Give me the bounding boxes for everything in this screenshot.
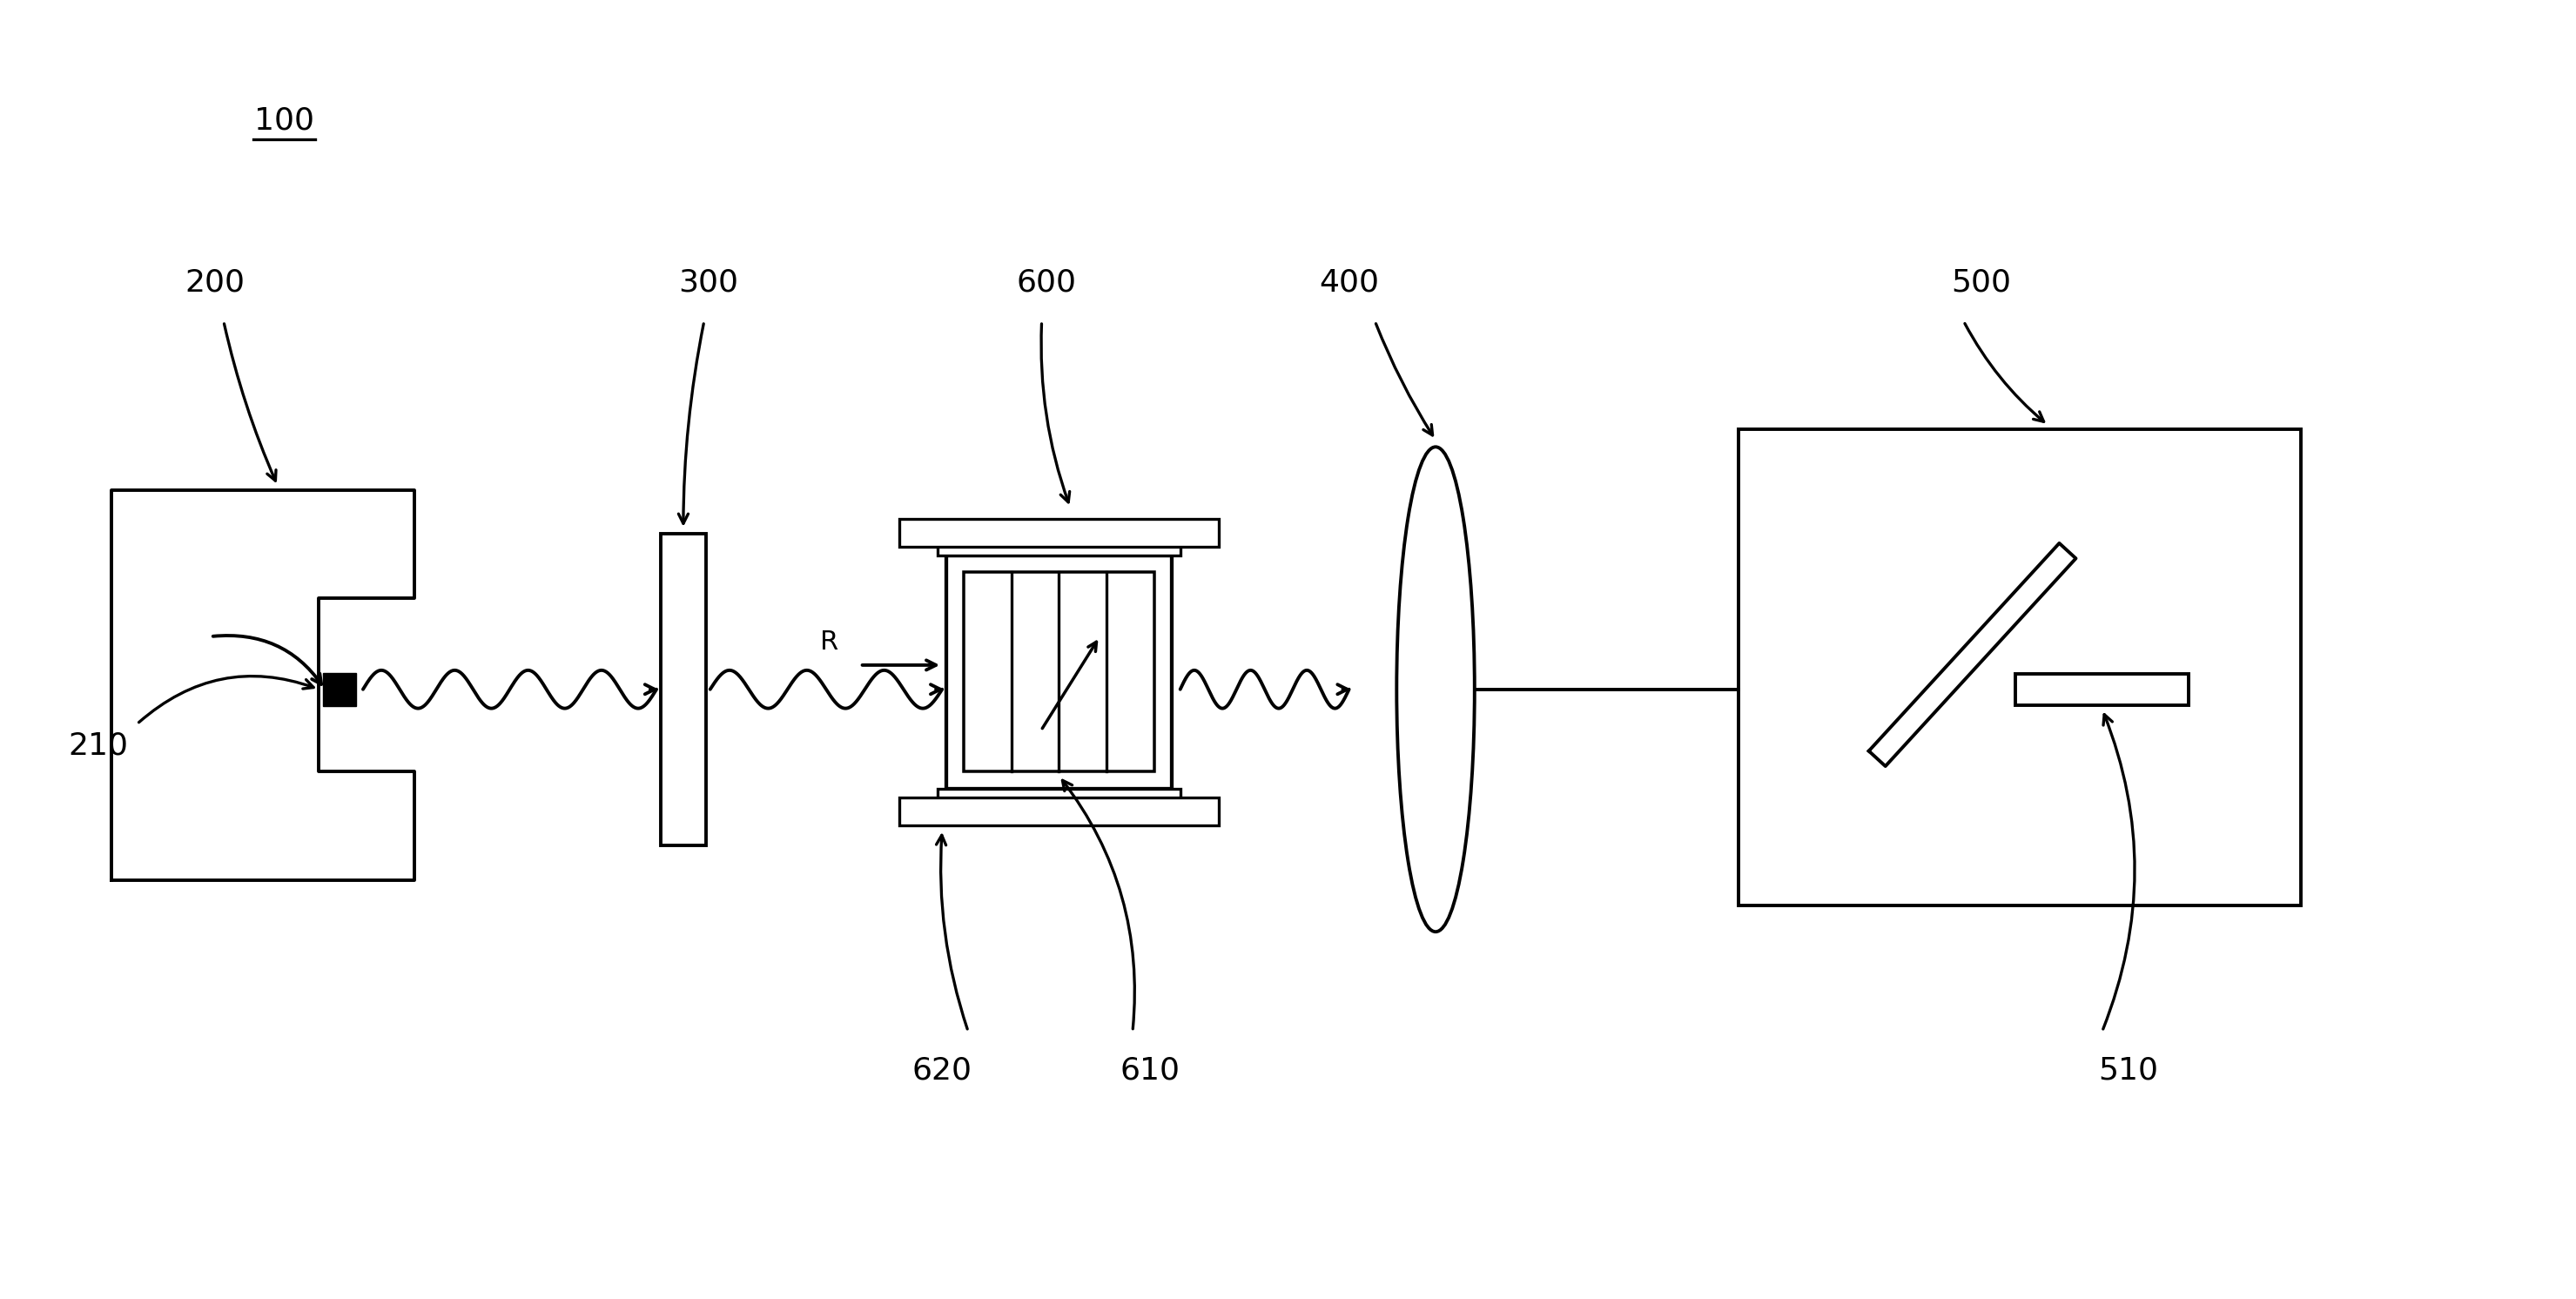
Text: 600: 600 bbox=[1015, 268, 1077, 297]
Bar bbox=[938, 539, 1180, 555]
Text: 620: 620 bbox=[912, 1056, 971, 1085]
Text: 400: 400 bbox=[1319, 268, 1378, 297]
Bar bbox=[945, 555, 1172, 788]
Bar bbox=[899, 798, 1218, 825]
Text: 200: 200 bbox=[185, 268, 245, 297]
Bar bbox=[662, 534, 706, 846]
Bar bbox=[963, 573, 1154, 772]
Text: 210: 210 bbox=[67, 731, 129, 760]
Text: 100: 100 bbox=[255, 105, 314, 135]
Polygon shape bbox=[1868, 543, 2076, 766]
Text: 610: 610 bbox=[1121, 1056, 1180, 1085]
Text: R: R bbox=[819, 629, 840, 655]
Bar bbox=[938, 788, 1180, 804]
Text: 300: 300 bbox=[677, 268, 739, 297]
Text: 500: 500 bbox=[1950, 268, 2012, 297]
Text: 510: 510 bbox=[2097, 1056, 2159, 1085]
Bar bbox=[1739, 430, 2300, 905]
Bar bbox=[2014, 674, 2190, 705]
Bar bbox=[322, 673, 355, 705]
Bar bbox=[899, 518, 1218, 547]
Ellipse shape bbox=[1396, 447, 1473, 931]
